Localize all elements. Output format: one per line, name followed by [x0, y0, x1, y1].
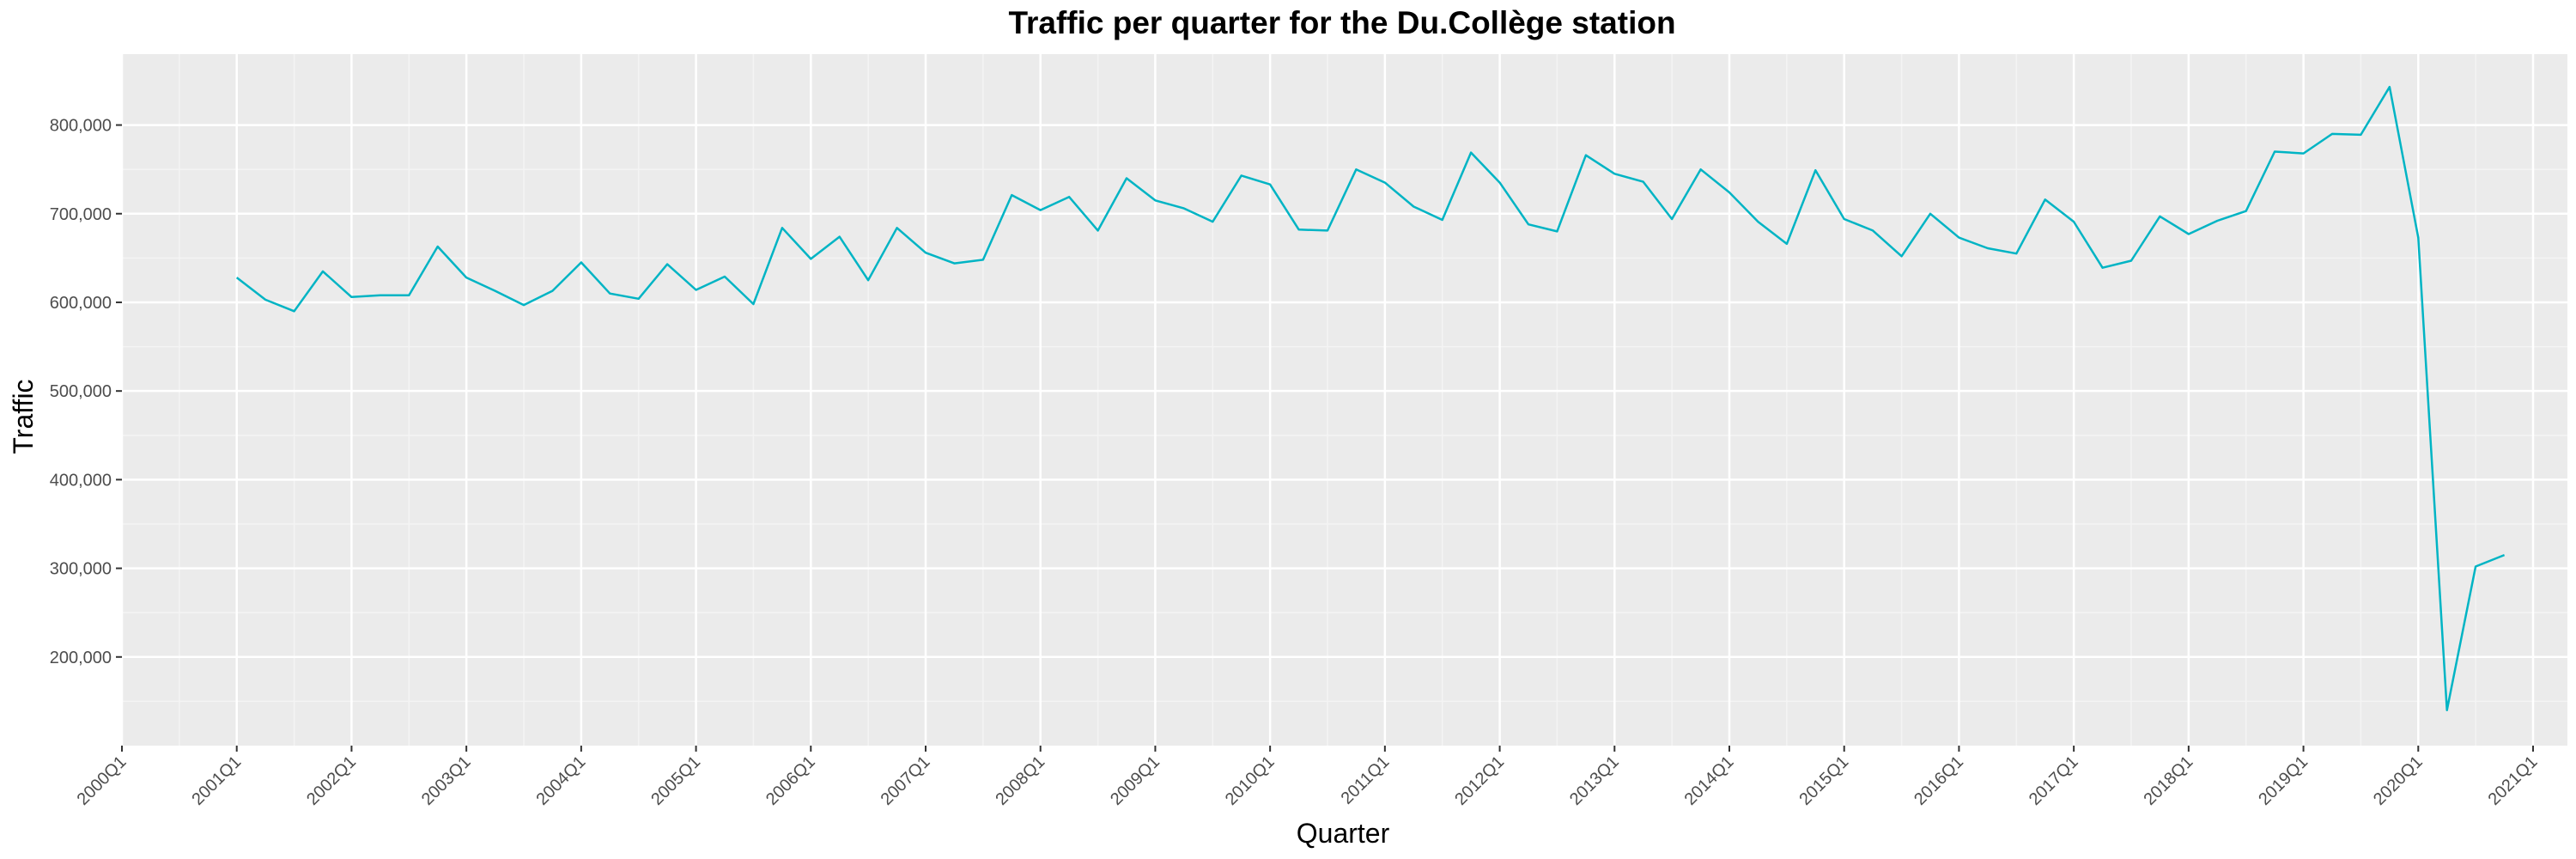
- y-tick-label: 200,000: [50, 649, 112, 667]
- major-gridlines: [120, 54, 2567, 746]
- y-tick-label: 400,000: [50, 471, 112, 490]
- y-tick-label: 600,000: [50, 294, 112, 313]
- y-tick-label: 500,000: [50, 382, 112, 401]
- y-tick-label: 800,000: [50, 117, 112, 136]
- chart-title: Traffic per quarter for the Du.Collège s…: [1008, 5, 1675, 40]
- x-axis-title: Quarter: [1297, 818, 1390, 849]
- series-line-0: [235, 85, 2506, 711]
- y-axis-title: Traffic: [8, 379, 39, 454]
- y-tick-label: 700,000: [50, 205, 112, 224]
- plot-panel: [122, 54, 2567, 746]
- y-tick-label: 300,000: [50, 560, 112, 579]
- series-layer: [235, 85, 2506, 711]
- y-axis: 200,000 300,000 400,000 500,000 600,000 700,0…: [50, 117, 122, 667]
- minor-gridlines: [122, 54, 2567, 746]
